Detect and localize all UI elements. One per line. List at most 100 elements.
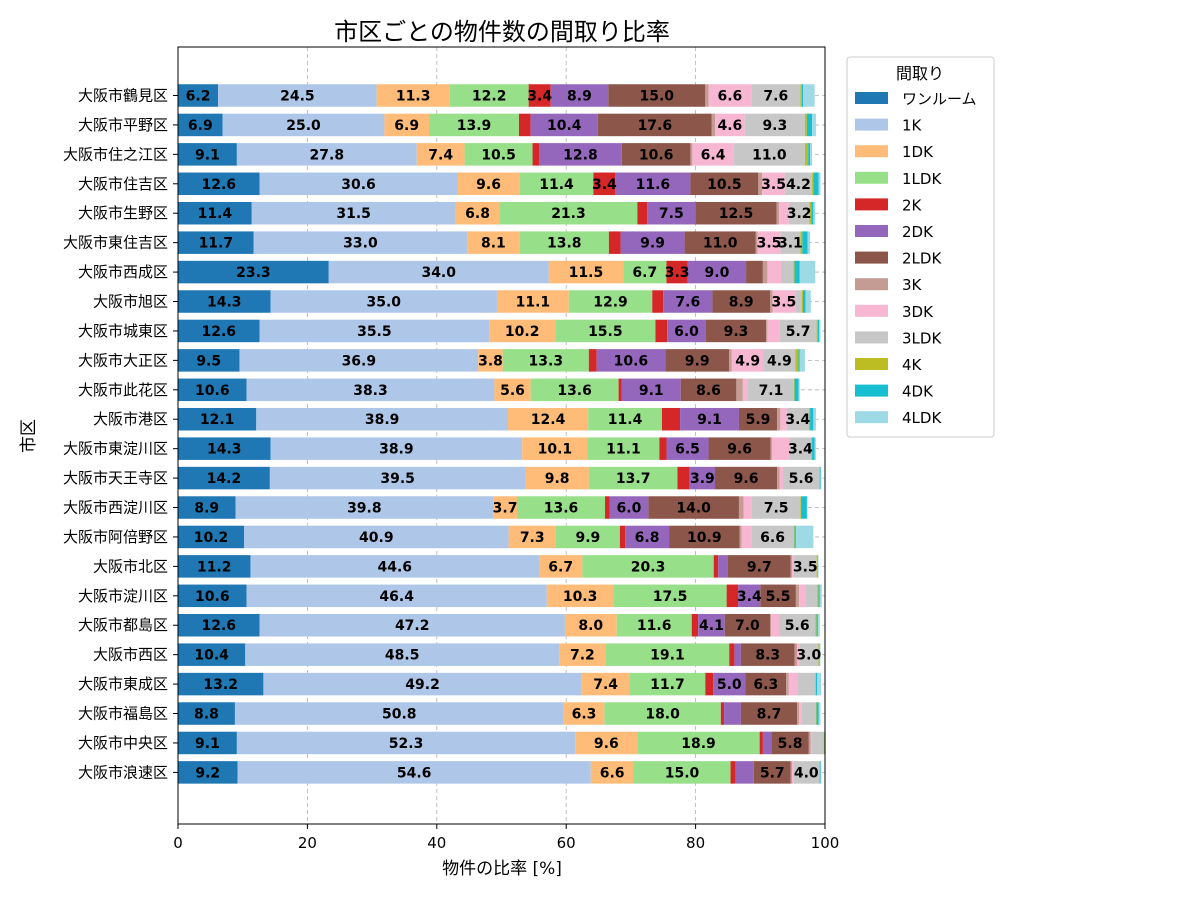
bar-segment (816, 555, 818, 578)
bar-value-label: 3.8 (478, 353, 503, 369)
bar-segment (665, 349, 730, 372)
bar-segment (820, 466, 822, 490)
bar-value-label: 14.0 (676, 501, 711, 517)
bar-value-label: 10.6 (614, 353, 649, 369)
bar-segment (801, 84, 804, 107)
bar-value-label: 11.6 (636, 177, 671, 193)
bar-segment (736, 378, 743, 402)
bar-segment (790, 555, 793, 578)
bar-value-label: 3.5 (757, 236, 782, 252)
legend-box (846, 56, 995, 438)
bar-segment (807, 231, 811, 254)
bar-segment (817, 584, 819, 608)
bar-segment (667, 319, 706, 343)
plot-area-frame (177, 46, 826, 825)
bar-segment (711, 113, 716, 137)
bar-segment (812, 731, 824, 755)
y-tick-label: 大阪市中央区 (78, 734, 168, 752)
bar-segment (779, 613, 816, 637)
bar-segment (798, 378, 800, 402)
bar-segment (767, 319, 780, 343)
bar-segment (797, 672, 816, 696)
bar-segment (508, 525, 556, 549)
y-tick-label: 大阪市北区 (93, 557, 168, 575)
bar-segment (819, 643, 821, 666)
legend-swatch (855, 278, 888, 291)
bar-value-label: 34.0 (421, 265, 456, 281)
bar-segment (655, 319, 668, 343)
bar-segment (814, 437, 816, 460)
bar-segment (784, 172, 813, 196)
bar-segment (819, 761, 821, 784)
bar-value-label: 11.6 (637, 618, 672, 634)
bar-segment (777, 407, 781, 431)
bar-segment (795, 584, 800, 608)
bar-segment (178, 113, 223, 137)
bar-segment (687, 260, 747, 284)
bar-segment (178, 172, 260, 196)
bar-value-label: 3.1 (778, 236, 803, 252)
bar-value-label: 12.9 (593, 295, 628, 311)
bar-segment (763, 349, 796, 372)
bar-segment (178, 201, 252, 225)
bar-segment (619, 525, 626, 549)
bar-segment (178, 290, 271, 313)
bar-value-label: 39.8 (347, 501, 382, 517)
y-tick-label: 大阪市阿倍野区 (63, 528, 168, 546)
bar-value-label: 9.7 (747, 559, 772, 575)
bar-value-label: 13.7 (616, 471, 651, 487)
bar-segment (691, 613, 699, 637)
bar-segment (178, 731, 237, 755)
bar-segment (708, 437, 771, 460)
bar-value-label: 30.6 (341, 177, 376, 193)
bar-segment (817, 555, 818, 578)
bar-segment (801, 702, 816, 725)
bar-segment (823, 731, 825, 755)
bar-segment (819, 466, 821, 490)
bar-value-label: 7.1 (759, 383, 784, 399)
bar-value-label: 46.4 (379, 589, 414, 605)
bar-value-label: 11.2 (197, 559, 232, 575)
bar-segment (740, 702, 798, 725)
bar-value-label: 33.0 (343, 236, 378, 252)
bar-value-label: 40.9 (359, 530, 394, 546)
bar-segment (755, 231, 758, 254)
bar-value-label: 7.4 (593, 677, 618, 693)
bar-value-label: 6.7 (632, 265, 657, 281)
legend-swatch (855, 358, 888, 370)
bar-segment (818, 702, 821, 725)
bar-value-label: 8.1 (481, 236, 506, 252)
bar-segment (780, 231, 801, 254)
bar-value-label: 18.9 (681, 736, 716, 752)
bar-segment (695, 201, 777, 225)
legend: 間取り ワンルーム 1K 1DK 1LDK 2K 2DK 2LDK 3K 3DK 3LDK 4K 4D… (846, 56, 995, 438)
bar-value-label: 11.0 (752, 147, 787, 163)
bar-segment (805, 584, 818, 608)
bar-segment (795, 290, 802, 313)
bar-segment (799, 702, 802, 725)
bar-segment (559, 643, 606, 666)
bar-segment (762, 172, 785, 196)
bar-segment (582, 555, 714, 578)
legend-label: 2K (902, 196, 923, 214)
legend-swatch (855, 118, 888, 131)
bar-segment (178, 555, 251, 578)
bar-segment (742, 378, 749, 402)
y-tick-label: 大阪市淀川区 (78, 587, 168, 605)
bar-segment (493, 496, 518, 519)
y-axis-ticks: 大阪市鶴見区大阪市平野区大阪市住之江区大阪市住吉区大阪市生野区大阪市東住吉区大阪… (63, 87, 178, 781)
bar-segment (789, 437, 812, 460)
bar-value-label: 21.3 (551, 206, 586, 222)
bar-value-label: 6.7 (548, 559, 573, 575)
bar-segment (648, 496, 739, 519)
bar-segment (729, 643, 735, 666)
bar-value-label: 9.9 (640, 236, 665, 252)
bar-value-label: 8.6 (696, 383, 721, 399)
bar-segment (779, 319, 817, 343)
bar-segment (246, 584, 547, 608)
bar-value-label: 14.3 (207, 295, 242, 311)
bar-value-label: 20.3 (631, 559, 666, 575)
bar-segment (811, 437, 813, 460)
bar-segment (819, 466, 820, 490)
bar-segment (788, 201, 810, 225)
